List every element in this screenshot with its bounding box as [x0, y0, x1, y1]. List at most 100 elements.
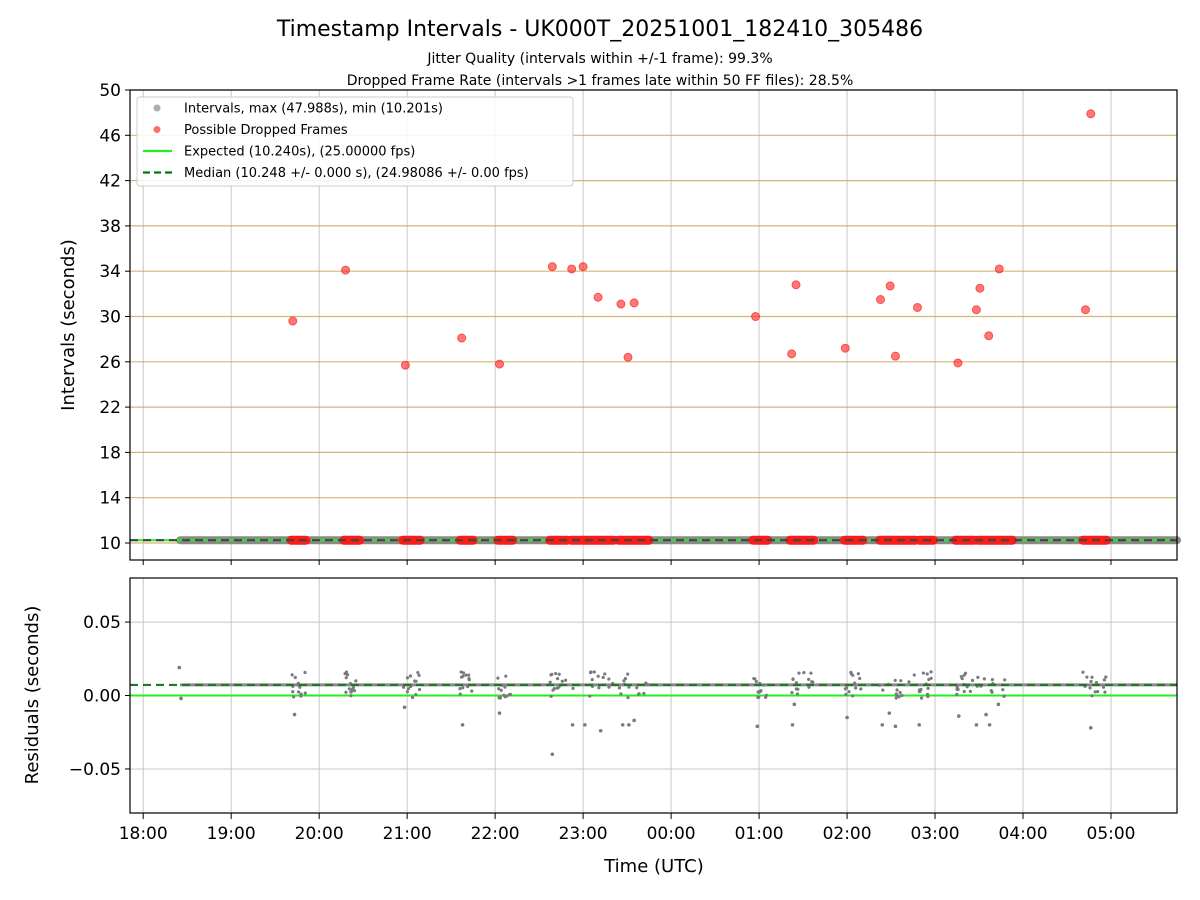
residual-point [894, 696, 898, 700]
residual-point [617, 686, 621, 690]
residual-point [1081, 670, 1085, 674]
residual-point [464, 673, 468, 677]
residual-point [802, 671, 806, 675]
residual-point [619, 692, 623, 696]
residual-point [507, 692, 512, 697]
residual-point [461, 686, 465, 690]
residual-point [557, 685, 561, 689]
residual-point [895, 688, 899, 692]
residual-point [303, 670, 307, 675]
residual-point [642, 691, 646, 696]
dropped-frame-point [840, 343, 850, 353]
residual-point [927, 677, 931, 682]
dropped-frame-point [912, 302, 922, 312]
residual-outlier-point [845, 715, 849, 720]
residual-outlier-point [996, 702, 1001, 707]
residual-point [498, 696, 502, 700]
residual-point [925, 692, 930, 696]
residual-point [635, 686, 639, 690]
x-tick-label: 20:00 [295, 824, 344, 844]
residual-outlier-point [632, 718, 636, 723]
intervals-y-tick-label: 18 [99, 443, 121, 463]
residual-point [549, 694, 553, 698]
residual-point [590, 677, 594, 682]
residual-point [626, 695, 630, 700]
residual-point [990, 678, 994, 682]
residual-outlier-point [1088, 726, 1093, 730]
residual-point [344, 690, 348, 694]
residual-point [408, 674, 413, 678]
residual-outlier-point [627, 723, 631, 727]
intervals-y-tick-label: 42 [99, 172, 121, 192]
residuals-y-axis-label: Residuals (seconds) [22, 606, 43, 785]
dropped-frame-point [567, 264, 577, 274]
residual-point [351, 685, 355, 690]
residual-point [1094, 680, 1099, 685]
residual-point [601, 675, 605, 680]
residual-point [504, 674, 508, 678]
residual-point [893, 678, 897, 683]
residual-point [849, 670, 853, 674]
residual-outlier-point [460, 723, 465, 727]
residual-point [881, 688, 885, 692]
dropped-frame-point [994, 264, 1004, 274]
residual-point [299, 692, 303, 696]
x-tick-label: 22:00 [471, 824, 520, 844]
residual-point [790, 690, 794, 695]
residual-point [354, 679, 358, 683]
dropped-frame-point [578, 262, 588, 272]
residual-outlier-point [957, 714, 961, 718]
residual-point [607, 677, 611, 681]
residual-point [968, 689, 973, 693]
intervals-y-tick-label: 34 [99, 262, 121, 282]
residual-point [754, 679, 758, 684]
residual-point [626, 672, 630, 676]
residual-point [1104, 675, 1108, 679]
residual-point [1090, 675, 1094, 679]
residual-outlier-point [790, 723, 795, 727]
residual-outlier-point [292, 712, 297, 717]
chart-title: Timestamp Intervals - UK000T_20251001_18… [276, 17, 923, 42]
residual-point [753, 677, 757, 681]
residual-point [759, 689, 763, 693]
residual-point [796, 687, 800, 691]
residual-point [467, 673, 471, 677]
legend: Intervals, max (47.988s), min (10.201s) P… [136, 96, 574, 187]
residual-point [417, 687, 422, 692]
residual-point [461, 674, 465, 678]
dropped-frame-point [623, 352, 633, 362]
dropped-frame-point [629, 298, 639, 308]
residual-outlier-point [880, 723, 885, 727]
residual-point [502, 693, 506, 697]
residual-point [899, 679, 903, 683]
residual-outlier-point [497, 711, 502, 715]
dropped-frame-point [1086, 109, 1096, 119]
x-axis-label: Time (UTC) [603, 856, 704, 877]
legend-box [136, 96, 574, 187]
dropped-frame-point [547, 262, 557, 272]
x-tick-label: 21:00 [383, 824, 432, 844]
residual-point [1001, 688, 1005, 692]
residual-point [345, 673, 350, 677]
legend-label: Possible Dropped Frames [184, 123, 348, 138]
legend-marker [153, 104, 161, 112]
residual-point [989, 689, 993, 693]
residual-point [918, 689, 922, 693]
residual-point [296, 690, 301, 694]
residual-point [1002, 694, 1006, 698]
residual-point [414, 693, 418, 697]
intervals-y-tick-label: 30 [99, 308, 121, 328]
residual-point [401, 685, 406, 689]
residual-point [1085, 675, 1089, 679]
residual-point [554, 671, 558, 676]
residual-point [807, 685, 811, 689]
residual-point [410, 695, 415, 700]
intervals-y-tick-label: 38 [99, 217, 121, 237]
residual-point [293, 675, 297, 680]
dropped-frame-point [953, 358, 963, 368]
dropped-frame-point [787, 349, 797, 359]
residual-point [756, 690, 760, 694]
residual-point [850, 694, 855, 698]
x-tick-label: 04:00 [999, 824, 1048, 844]
residual-outlier-point [887, 711, 892, 715]
